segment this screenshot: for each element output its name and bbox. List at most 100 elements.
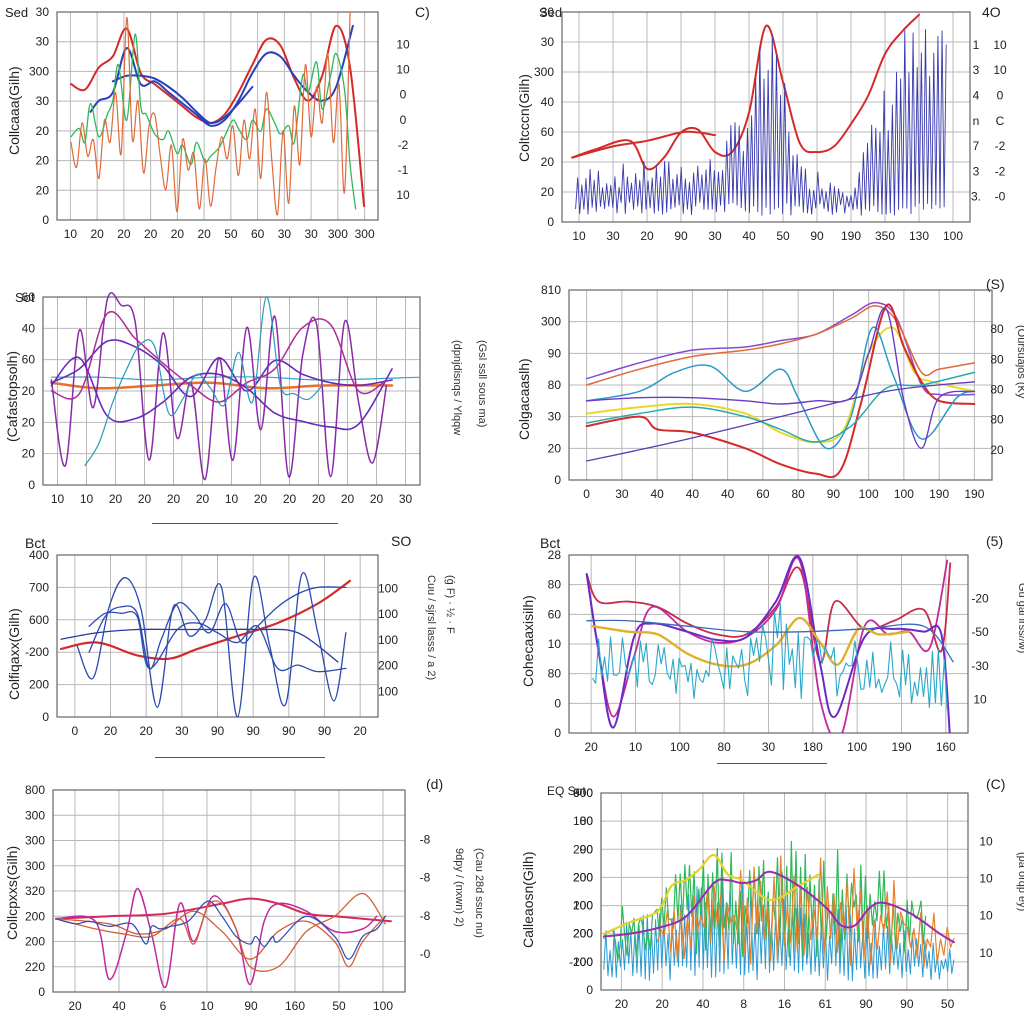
- chart-7-right-label-2: (Cau 28d ssuc nu): [473, 848, 485, 938]
- chart-8-y-tick-2: 100: [573, 955, 593, 969]
- chart-5-x-tick: 90: [246, 724, 260, 738]
- chart-6-y-tick: 60: [548, 607, 562, 621]
- chart-7-right-tick: -8: [420, 909, 431, 923]
- chart-5-y-tick: 0: [42, 710, 49, 724]
- chart-1-panel-label: C): [415, 4, 430, 20]
- chart-panel-2: 0 20 20 60 40 300 30 30 10 30 20 90 30 40 50 90 190 350 13…: [512, 0, 1024, 250]
- chart-8-x-tick: 40: [696, 997, 710, 1011]
- chart-6-x-tick: 30: [762, 740, 776, 754]
- chart-7-x-tick: 40: [112, 999, 126, 1013]
- chart-4-y-tick: 20: [548, 441, 562, 455]
- chart-3-y-tick: 20: [22, 415, 36, 429]
- chart-1-x-tick: 60: [251, 227, 265, 241]
- chart-1-right-tick: -1: [398, 163, 409, 177]
- chart-8-y-tick: 0: [586, 983, 593, 997]
- chart-2-x-tick: 100: [943, 229, 963, 243]
- chart-5-right-tick: 100: [378, 684, 398, 698]
- chart-3-y-tick: 0: [28, 478, 35, 492]
- chart-2-right-inner-tick: 3.: [971, 190, 981, 204]
- chart-8-y-tick: 200: [573, 899, 593, 913]
- chart-2-x-tick: 90: [674, 229, 688, 243]
- chart-4-series-group: [585, 301, 976, 479]
- chart-5-x-tick: 90: [318, 724, 332, 738]
- chart-5-series-red-trend: [59, 579, 352, 661]
- chart-4-y-tick: 810: [541, 283, 561, 297]
- chart-2-x-tick: 10: [572, 229, 586, 243]
- chart-5-y-tick: 600: [29, 613, 49, 627]
- chart-2-x-tick: 30: [606, 229, 620, 243]
- chart-2-y-tick: 30: [541, 35, 555, 49]
- chart-6-right-tick: 10: [973, 692, 987, 706]
- chart-1-x-tick: 300: [328, 227, 348, 241]
- chart-4-y-tick: 80: [548, 378, 562, 392]
- chart-6-y-tick: 0: [554, 696, 561, 710]
- chart-8-series-orange-noisy: [656, 855, 955, 968]
- chart-6-series-blue-flat: [586, 619, 954, 663]
- chart-1-x-tick: 20: [144, 227, 158, 241]
- chart-3-y-tick: 60: [22, 353, 36, 367]
- chart-3-y-tick: 60: [22, 290, 36, 304]
- chart-1-x-tick: 20: [117, 227, 131, 241]
- chart-5-y-tick: 400: [29, 548, 49, 562]
- chart-7-series-blue-noisy: [55, 900, 386, 960]
- chart-4-y-tick: 90: [548, 346, 562, 360]
- chart-3-y-tick: 20: [22, 447, 36, 461]
- chart-7-y-tick: 200: [25, 935, 45, 949]
- chart-8-right-tick: 10: [979, 871, 993, 885]
- chart-7-right-tick: -8: [420, 871, 431, 885]
- chart-6-x-tick: 100: [847, 740, 867, 754]
- chart-6-right-tick: -20: [971, 592, 989, 606]
- chart-1-series-blue-lower: [111, 74, 254, 125]
- chart-6-svg: 0 0 80 10 60 80 28 20 10 100 80 30 180 100 190 160 10 -30…: [548, 548, 989, 754]
- chart-3-x-tick: 20: [109, 492, 123, 506]
- chart-3-title: Sot: [15, 290, 35, 305]
- chart-5-right-label: Cuu / sjrsl lasss / a 2): [425, 575, 437, 681]
- chart-8-right-label: (pa orqp ey): [1016, 852, 1024, 912]
- chart-2-series-blue-spikes: [575, 29, 947, 216]
- chart-panel-5: 0 200 -200 600 700 400 0 20 20 30 90 90 90 90 20 100 200…: [0, 525, 512, 765]
- chart-4-x-tick: 40: [686, 487, 700, 501]
- chart-3-right-label-2: (dpnjdisnqs / Ylqqw: [451, 340, 463, 436]
- chart-2-y-tick: 60: [541, 125, 555, 139]
- chart-7-series-orange-b: [55, 910, 386, 968]
- chart-panel-6: 0 0 80 10 60 80 28 20 10 100 80 30 180 100 190 160 10 -30…: [512, 525, 1024, 765]
- chart-3-underline: [152, 523, 338, 524]
- chart-4-right-tick: 80: [990, 322, 1004, 336]
- chart-panel-8: 0 -200 200 200 200 200 100 900 100 200 100 200 90 80 6…: [512, 770, 1024, 1024]
- chart-3-y-label: (Cafastopsolh): [4, 350, 20, 442]
- chart-6-right-label: Gu gal lrss//w): [1016, 583, 1024, 654]
- chart-8-x-tick: 8: [740, 997, 747, 1011]
- chart-2-right-inner-tick: 1: [973, 38, 980, 52]
- chart-1-y-tick: 20: [36, 183, 50, 197]
- chart-2-y-tick: 40: [541, 95, 555, 109]
- chart-4-right-tick: 80: [990, 383, 1004, 397]
- chart-5-x-tick: 20: [139, 724, 153, 738]
- chart-6-x-tick: 20: [584, 740, 598, 754]
- chart-7-series-magenta-wave: [55, 887, 378, 988]
- chart-1-series-green-noisy: [70, 33, 357, 210]
- chart-1-svg: 0 20 20 20 30 300 30 30 10 20 20 20 20 20 50 60 30 30 300 3…: [29, 5, 410, 241]
- chart-2-x-tick: 350: [875, 229, 895, 243]
- chart-2-right-tick: -2: [995, 164, 1006, 178]
- chart-8-right-tick: 10: [979, 909, 993, 923]
- chart-7-svg: 0 220 200 200 320 300 300 300 800 20 40 6 10 90 160 50 1…: [25, 783, 431, 1013]
- chart-4-x-tick: 80: [791, 487, 805, 501]
- chart-7-y-tick: 0: [38, 985, 45, 999]
- chart-7-panel-label: (d): [426, 776, 444, 792]
- chart-3-svg: 0 20 20 20 60 40 60 10 10 20 20 20 20 10 20 20 20 20 20 30: [22, 290, 421, 506]
- chart-7-x-tick: 100: [373, 999, 393, 1013]
- chart-8-x-tick: 20: [655, 997, 669, 1011]
- chart-8-y-tick-2: 100: [573, 899, 593, 913]
- chart-3-series-purple-a: [50, 292, 388, 481]
- chart-1-x-tick: 30: [278, 227, 292, 241]
- chart-6-y-tick: 0: [554, 726, 561, 740]
- chart-1-right-tick: 10: [396, 63, 410, 77]
- chart-5-x-tick: 90: [211, 724, 225, 738]
- chart-1-x-tick: 20: [171, 227, 185, 241]
- chart-3-y-tick: 20: [22, 384, 36, 398]
- chart-4-x-tick: 100: [859, 487, 879, 501]
- chart-1-series-group: [69, 11, 366, 216]
- chart-5-series-navy-a: [60, 628, 339, 663]
- chart-2-x-tick: 30: [708, 229, 722, 243]
